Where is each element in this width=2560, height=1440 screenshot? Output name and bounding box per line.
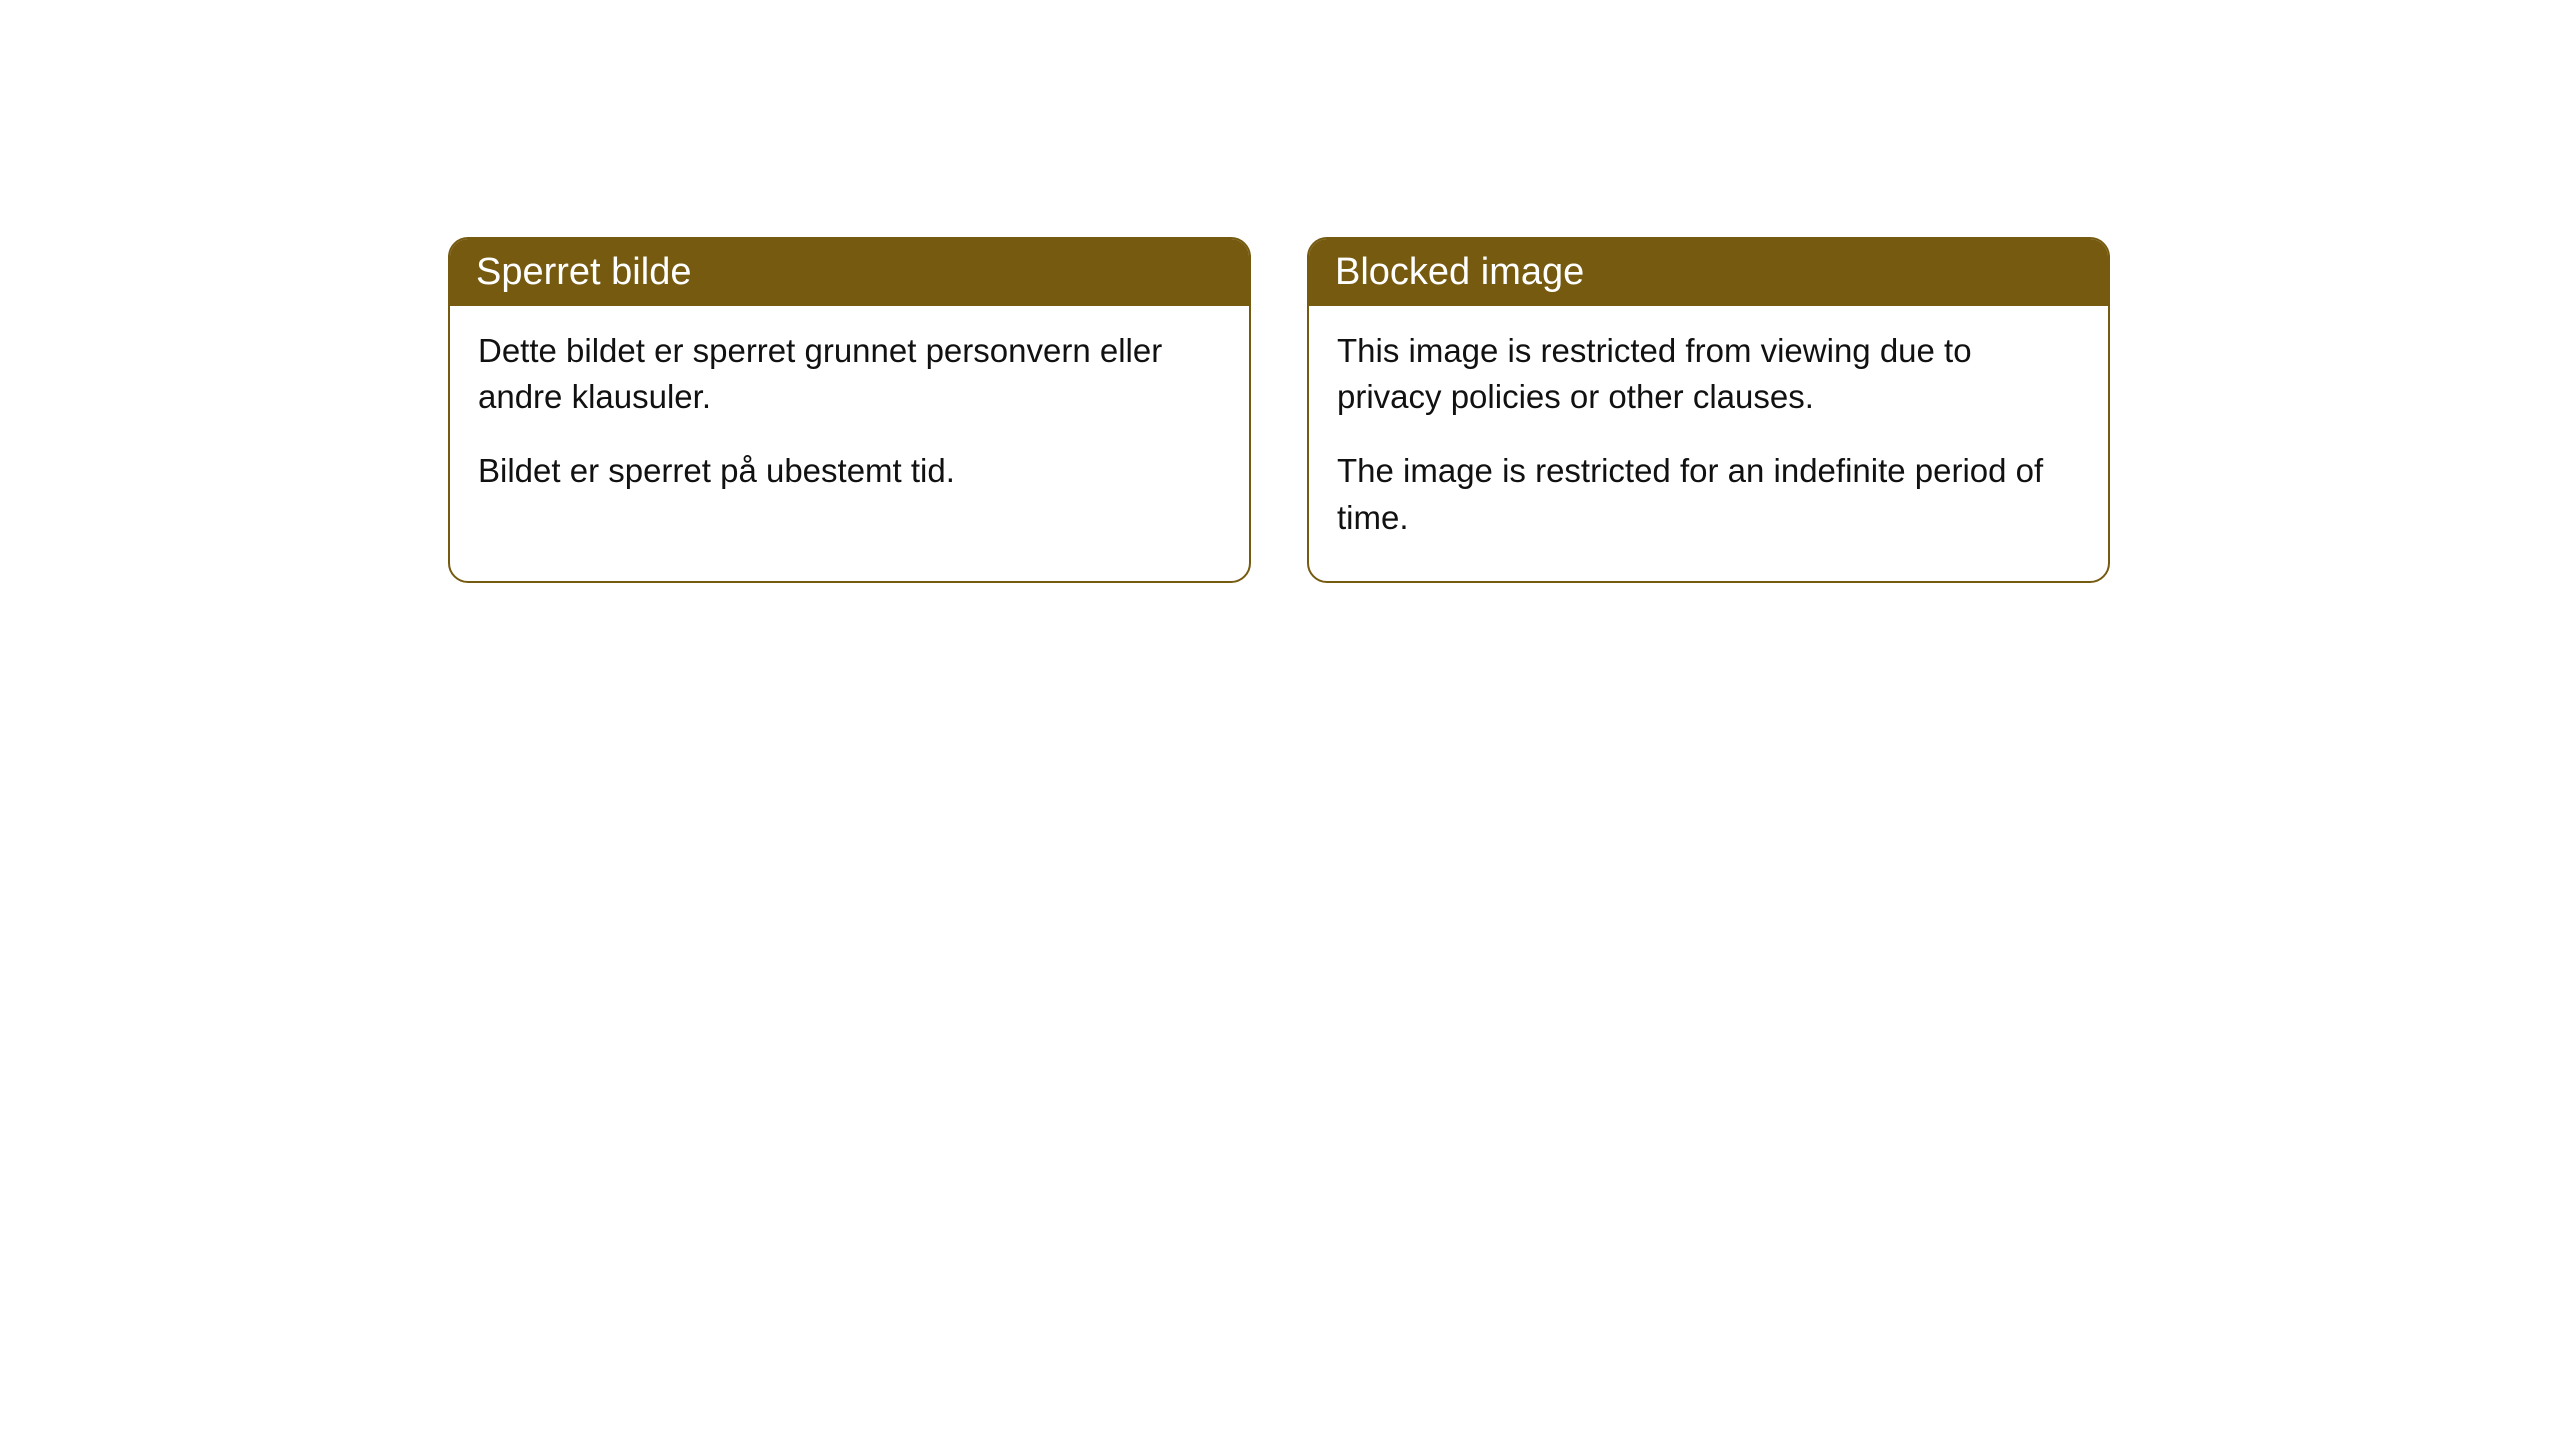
card-body-english: This image is restricted from viewing du… <box>1309 306 2108 581</box>
card-paragraph-2-english: The image is restricted for an indefinit… <box>1337 448 2080 540</box>
blocked-image-card-english: Blocked image This image is restricted f… <box>1307 237 2110 583</box>
card-paragraph-1-norwegian: Dette bildet er sperret grunnet personve… <box>478 328 1221 420</box>
card-header-norwegian: Sperret bilde <box>450 239 1249 306</box>
card-paragraph-1-english: This image is restricted from viewing du… <box>1337 328 2080 420</box>
notice-cards-container: Sperret bilde Dette bildet er sperret gr… <box>448 237 2110 583</box>
card-header-english: Blocked image <box>1309 239 2108 306</box>
card-body-norwegian: Dette bildet er sperret grunnet personve… <box>450 306 1249 535</box>
blocked-image-card-norwegian: Sperret bilde Dette bildet er sperret gr… <box>448 237 1251 583</box>
card-paragraph-2-norwegian: Bildet er sperret på ubestemt tid. <box>478 448 1221 494</box>
